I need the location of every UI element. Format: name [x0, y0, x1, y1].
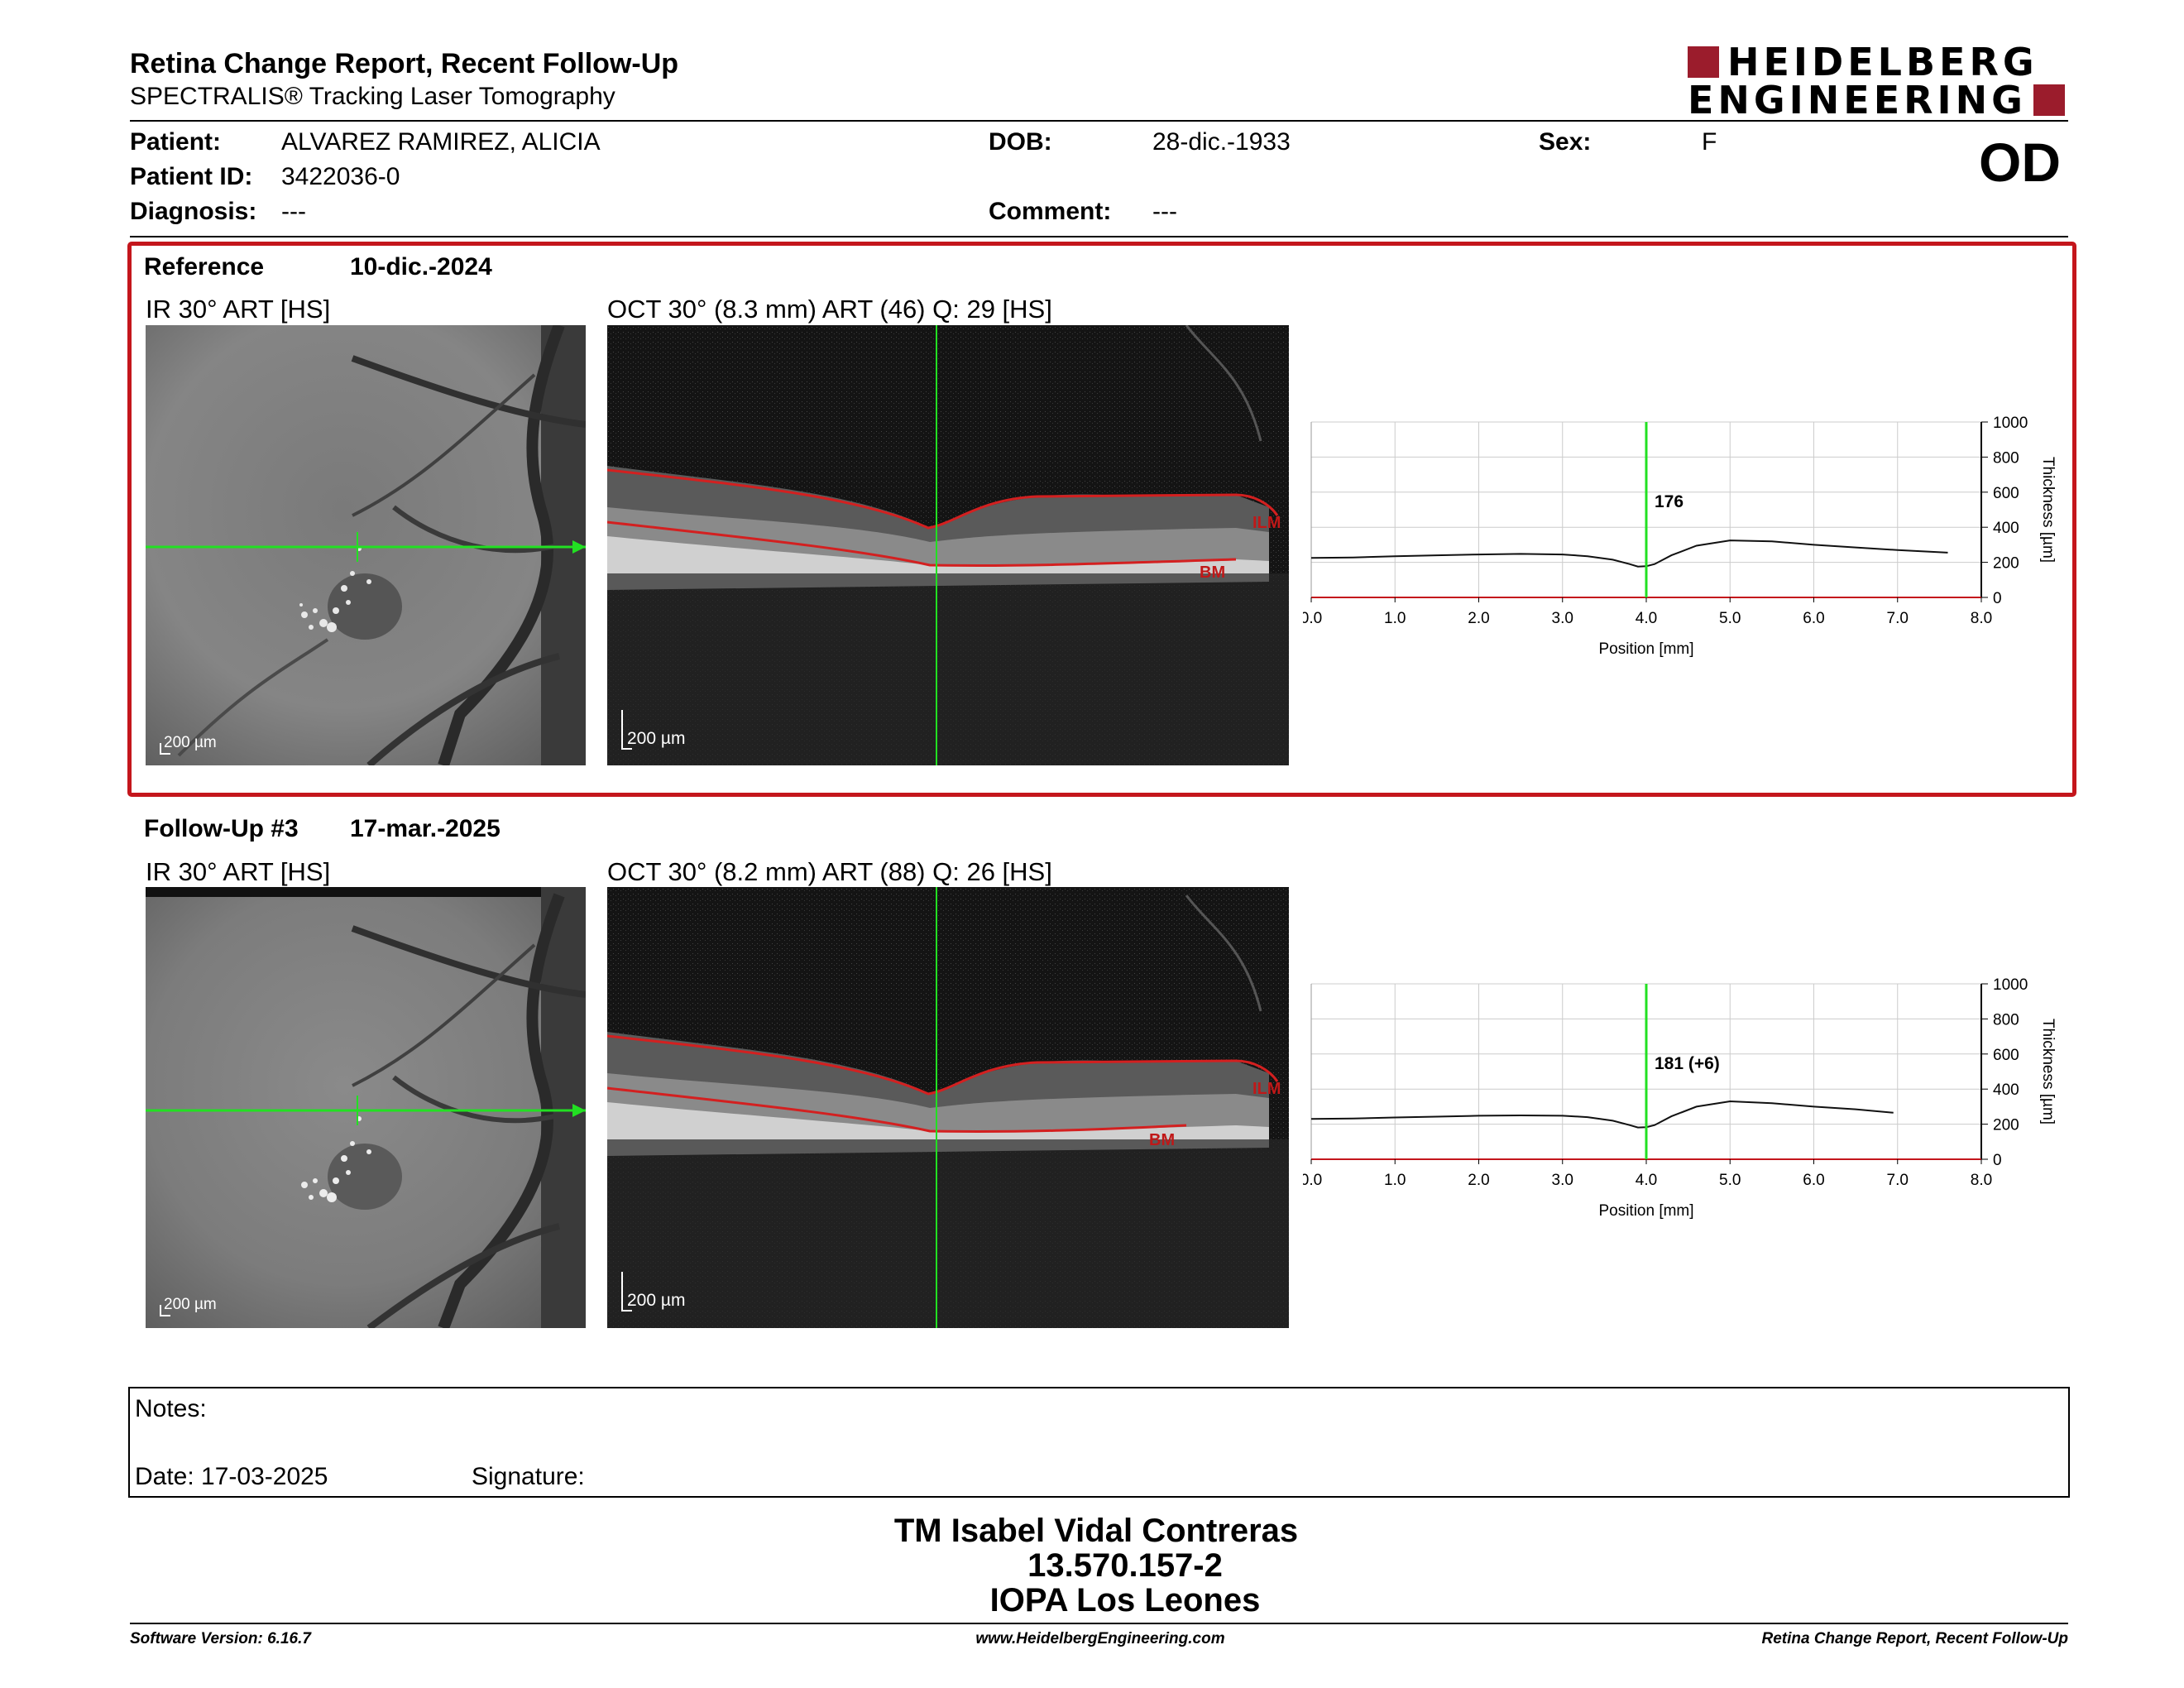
chart-y-tick-label: 0	[1993, 590, 2002, 607]
reference-oct-scale-label: 200 µm	[627, 729, 685, 748]
chart-x-tick-label: 1.0	[1384, 1172, 1406, 1189]
followup-ir-scale-label: 200 µm	[164, 1296, 217, 1313]
chart-y-tick-label: 600	[1993, 1047, 2019, 1064]
chart-y-tick-label: 1000	[1993, 415, 2028, 432]
signature-label: Signature:	[472, 1463, 585, 1490]
followup-bm-label: BM	[1149, 1131, 1175, 1149]
chart-x-tick-label: 5.0	[1719, 1172, 1741, 1189]
patient-id-value: 3422036-0	[281, 163, 400, 190]
chart-x-tick-label: 2.0	[1468, 610, 1489, 627]
chart-x-tick-label: 0.0	[1303, 1172, 1322, 1189]
chart-x-tick-label: 3.0	[1552, 610, 1573, 627]
chart-x-tick-label: 6.0	[1803, 610, 1824, 627]
reference-ilm-label: ILM	[1252, 514, 1281, 532]
chart-y-tick-label: 600	[1993, 485, 2019, 502]
chart-thickness-series-line	[1310, 1100, 1894, 1129]
chart-y-axis-label: Thickness [µm]	[2039, 457, 2057, 563]
reference-label: Reference	[144, 253, 265, 281]
followup-oct-scale-label: 200 µm	[627, 1291, 685, 1310]
signer-name: TM Isabel Vidal Contreras	[893, 1513, 1299, 1549]
comment-value: ---	[1152, 198, 1177, 225]
chart-y-tick-label: 200	[1993, 555, 2019, 573]
followup-label: Follow-Up #3	[144, 815, 299, 842]
footer-website: www.HeidelbergEngineering.com	[975, 1630, 1225, 1647]
reference-oct-label: OCT 30° (8.3 mm) ART (46) Q: 29 [HS]	[607, 295, 1052, 324]
chart-x-tick-label: 5.0	[1719, 610, 1741, 627]
footer-software-version: Software Version: 6.16.7	[130, 1630, 311, 1647]
report-subtitle: SPECTRALIS® Tracking Laser Tomography	[130, 83, 615, 110]
sex-label: Sex:	[1539, 128, 1592, 156]
followup-thickness-chart: 0.0 1.0 2.0 3.0 4.0 5.0 6.0 7.0 8.00 200 400 600 800…	[1303, 976, 2057, 1220]
followup-ir-label: IR 30° ART [HS]	[146, 857, 331, 886]
chart-x-tick-label: 8.0	[1971, 1172, 1992, 1189]
notes-box	[128, 1387, 2070, 1498]
reference-thickness-chart: 0.0 1.0 2.0 3.0 4.0 5.0 6.0 7.0 8.00 200 400 600 800…	[1303, 415, 2057, 658]
chart-x-tick-label: 7.0	[1887, 1172, 1909, 1189]
comment-label: Comment:	[989, 198, 1112, 225]
chart-cursor-value-label: 181 (+6)	[1655, 1054, 1720, 1073]
dob-value: 28-dic.-1933	[1152, 128, 1291, 156]
chart-x-tick-label: 1.0	[1384, 610, 1406, 627]
heidelberg-logo: HEIDELBERG ENGINEERING	[1688, 40, 2068, 122]
chart-x-tick-label: 4.0	[1636, 610, 1657, 627]
chart-x-tick-label: 2.0	[1468, 1172, 1489, 1189]
chart-x-tick-label: 4.0	[1636, 1172, 1657, 1189]
followup-ilm-label: ILM	[1252, 1080, 1281, 1098]
chart-x-tick-label: 6.0	[1803, 1172, 1824, 1189]
chart-x-tick-label: 0.0	[1303, 610, 1322, 627]
sex-value: F	[1702, 128, 1717, 156]
chart-y-tick-label: 800	[1993, 1011, 2019, 1029]
chart-y-tick-label: 400	[1993, 1081, 2019, 1099]
chart-x-tick-label: 7.0	[1887, 610, 1909, 627]
patient-name: ALVAREZ RAMIREZ, ALICIA	[281, 128, 601, 156]
reference-ir-label: IR 30° ART [HS]	[146, 295, 331, 324]
chart-cursor-value-label: 176	[1655, 492, 1684, 511]
signer-id: 13.570.157-2	[1027, 1547, 1223, 1584]
footer-report-name: Retina Change Report, Recent Follow-Up	[1761, 1630, 2068, 1647]
chart-y-tick-label: 800	[1993, 449, 2019, 467]
chart-y-tick-label: 400	[1993, 520, 2019, 537]
reference-date: 10-dic.-2024	[350, 253, 492, 281]
reference-ir-fundus-image: 200 µm	[146, 325, 586, 765]
reference-frame	[127, 242, 2076, 797]
eye-indicator: OD	[1979, 132, 2061, 193]
chart-y-tick-label: 1000	[1993, 976, 2028, 994]
reference-oct-bscan-image: ILM BM 200 µm	[607, 325, 1289, 765]
diagnosis-label: Diagnosis:	[130, 198, 257, 225]
chart-y-tick-label: 200	[1993, 1117, 2019, 1134]
reference-bm-label: BM	[1200, 563, 1225, 582]
followup-oct-bscan-image: ILM BM 200 µm	[607, 887, 1289, 1328]
reference-ir-scale-label: 200 µm	[164, 734, 217, 751]
chart-x-axis-label: Position [mm]	[1598, 1202, 1693, 1220]
patient-id-label: Patient ID:	[130, 163, 253, 190]
signer-institution: IOPA Los Leones	[989, 1582, 1261, 1618]
diagnosis-value: ---	[281, 198, 306, 225]
dob-label: DOB:	[989, 128, 1052, 156]
notes-date: Date: 17-03-2025	[135, 1463, 328, 1490]
patient-label: Patient:	[130, 128, 222, 156]
followup-ir-fundus-image: 200 µm	[146, 887, 586, 1328]
chart-y-axis-label: Thickness [µm]	[2039, 1019, 2057, 1125]
chart-x-tick-label: 3.0	[1552, 1172, 1573, 1189]
chart-x-tick-label: 8.0	[1971, 610, 1992, 627]
notes-label: Notes:	[135, 1395, 207, 1422]
chart-thickness-series-line	[1310, 539, 1948, 568]
report-title: Retina Change Report, Recent Follow-Up	[130, 48, 679, 79]
chart-x-axis-label: Position [mm]	[1598, 640, 1693, 658]
followup-oct-label: OCT 30° (8.2 mm) ART (88) Q: 26 [HS]	[607, 857, 1052, 886]
followup-date: 17-mar.-2025	[350, 815, 500, 842]
chart-y-tick-label: 0	[1993, 1152, 2002, 1169]
